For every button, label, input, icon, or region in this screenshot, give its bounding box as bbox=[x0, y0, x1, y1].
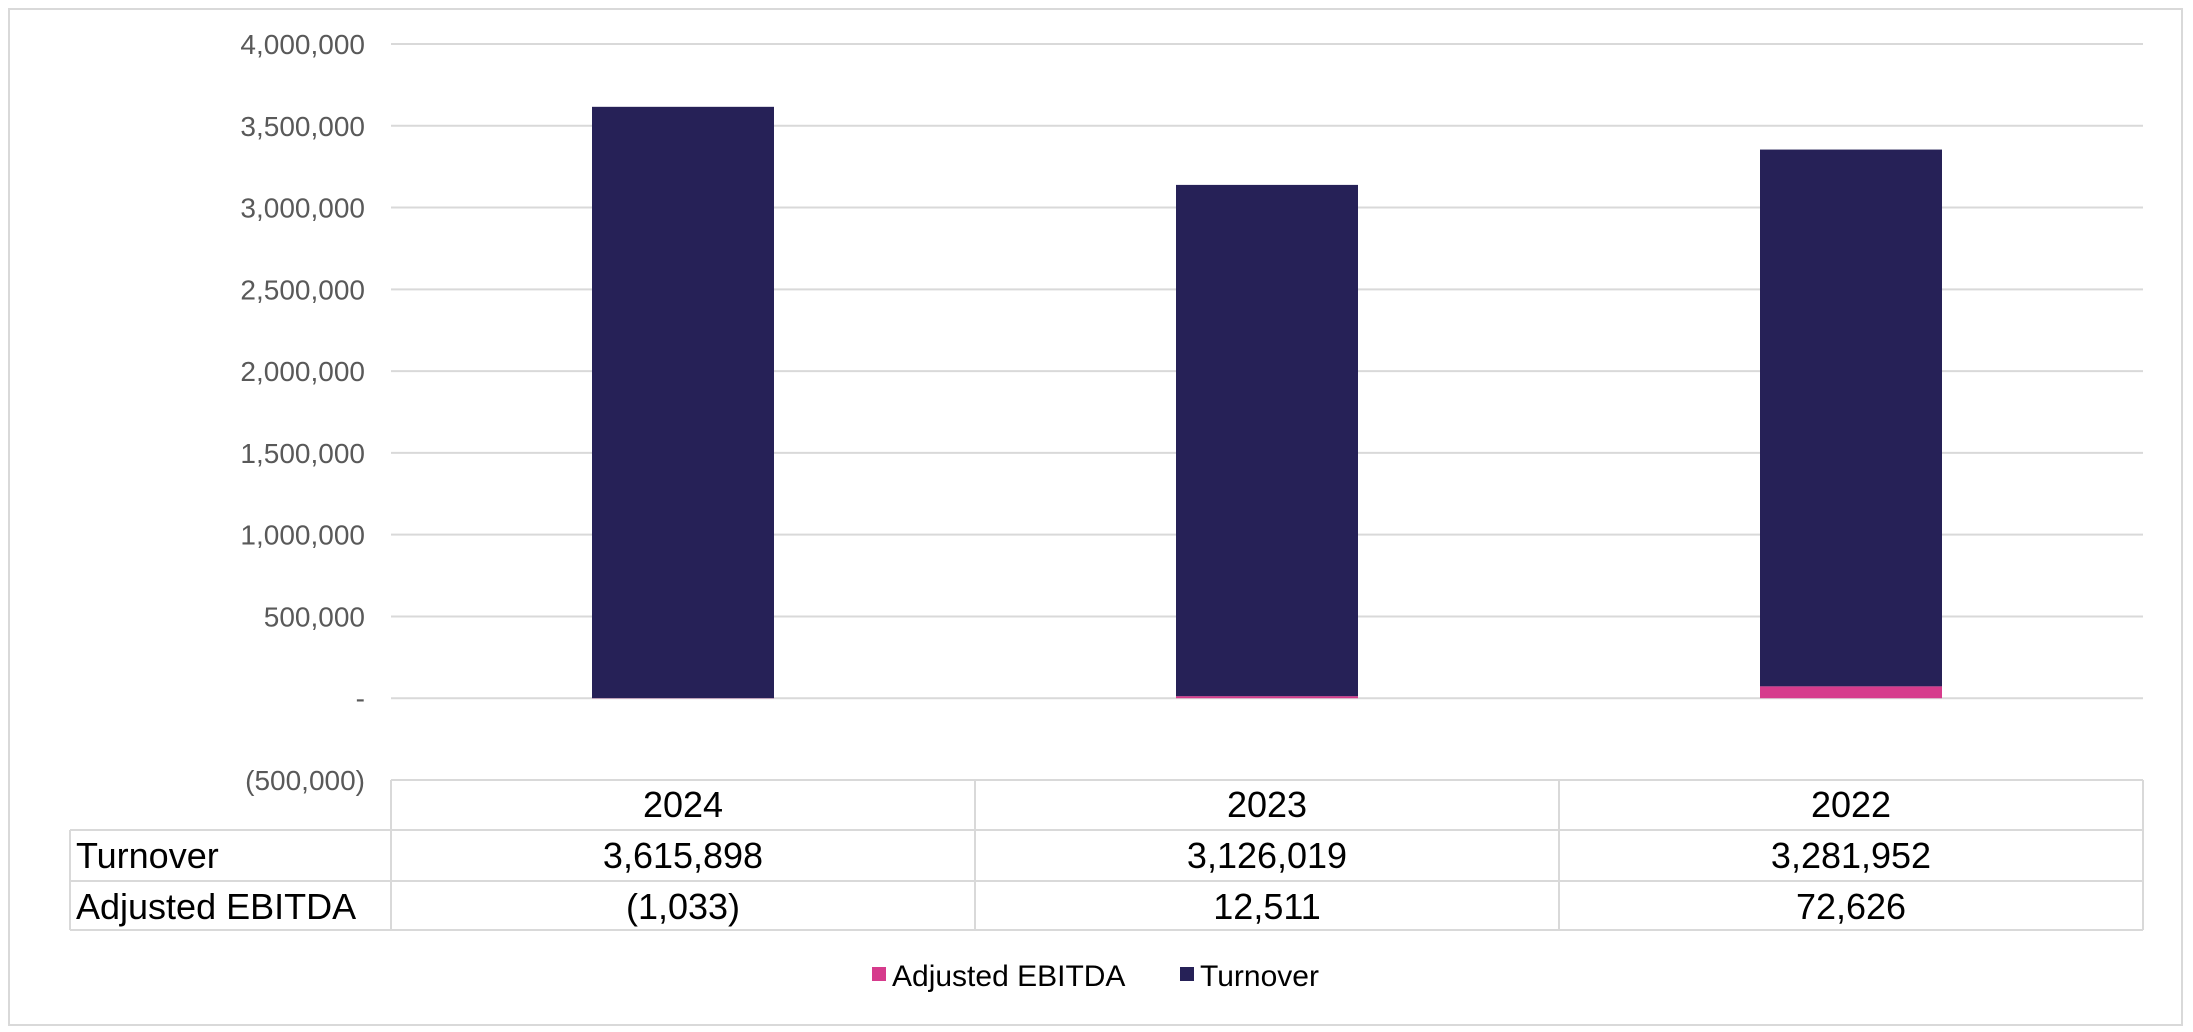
legend-swatch-turnover bbox=[1180, 967, 1194, 981]
y-tick-label: 3,500,000 bbox=[240, 111, 365, 142]
legend-label: Turnover bbox=[1200, 960, 1319, 993]
table-series-name: Adjusted EBITDA bbox=[76, 886, 356, 927]
legend-swatch-adjusted-ebitda bbox=[872, 967, 886, 981]
bar-turnover-2023 bbox=[1176, 184, 1358, 697]
y-tick-label: 1,000,000 bbox=[240, 520, 365, 551]
bar-adjusted-ebitda-2023 bbox=[1176, 696, 1358, 699]
table-cell-value: 72,626 bbox=[1796, 886, 1906, 927]
y-tick-label: 1,500,000 bbox=[240, 438, 365, 469]
chart-frame bbox=[8, 8, 2183, 1026]
y-tick-label: 2,000,000 bbox=[240, 356, 365, 387]
table-cell-value: 3,281,952 bbox=[1771, 835, 1931, 876]
table-cell-value: 3,126,019 bbox=[1187, 835, 1347, 876]
category-label: 2024 bbox=[643, 784, 723, 825]
y-tick-label: - bbox=[356, 683, 365, 714]
bar-turnover-2022 bbox=[1760, 149, 1942, 687]
table-cell-value: 3,615,898 bbox=[603, 835, 763, 876]
y-tick-label: 4,000,000 bbox=[240, 29, 365, 60]
legend-label: Adjusted EBITDA bbox=[892, 960, 1125, 993]
y-tick-label: 3,000,000 bbox=[240, 193, 365, 224]
y-tick-label: 500,000 bbox=[264, 601, 365, 632]
y-tick-label: 2,500,000 bbox=[240, 274, 365, 305]
table-cell-value: (1,033) bbox=[626, 886, 740, 927]
category-label: 2022 bbox=[1811, 784, 1891, 825]
category-label: 2023 bbox=[1227, 784, 1307, 825]
table-series-name: Turnover bbox=[76, 835, 219, 876]
table-cell-value: 12,511 bbox=[1213, 886, 1320, 927]
bar-turnover-2024 bbox=[592, 106, 774, 699]
y-tick-label: (500,000) bbox=[245, 765, 365, 796]
bar-adjusted-ebitda-2022 bbox=[1760, 686, 1942, 699]
